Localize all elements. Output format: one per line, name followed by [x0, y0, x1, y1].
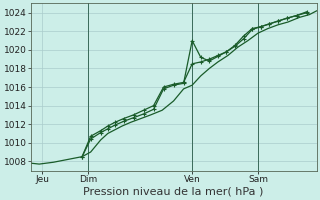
X-axis label: Pression niveau de la mer( hPa ): Pression niveau de la mer( hPa ) [84, 187, 264, 197]
